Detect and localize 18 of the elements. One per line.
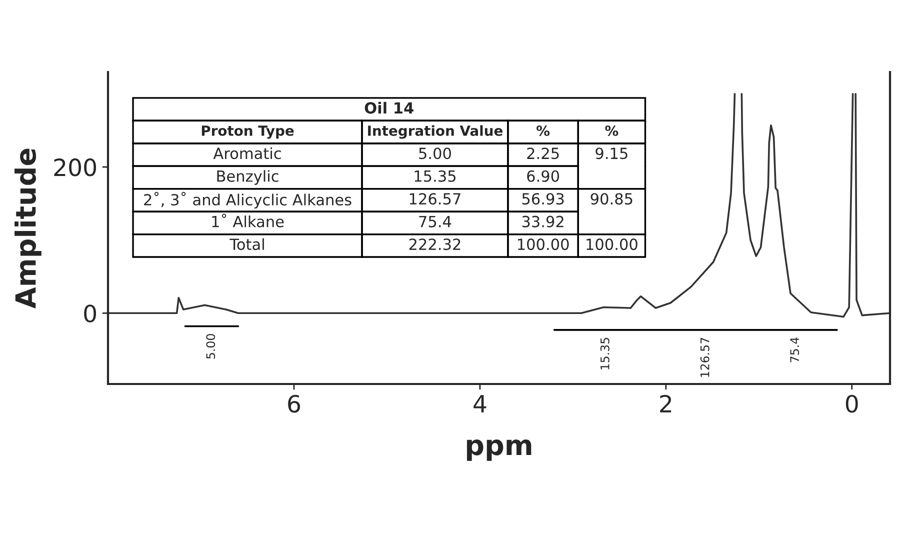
text: Total 222.32 100.00 100.00 (230, 238, 638, 250)
text: 2˚, 3˚ and Alicyclic Alkanes 126.57 56.93 90.85 (144, 192, 632, 208)
text: Proton Type Integration Value % % (202, 125, 618, 139)
y-axis-title: Amplitude (14, 148, 42, 308)
text: 1˚ Alkane 75.4 33.92 (212, 214, 564, 228)
y-tick-label: 200 (54, 158, 96, 176)
x-tick-label: 4 (474, 395, 486, 412)
annotation: 15.35 (600, 338, 610, 370)
annotation: 5.00 (206, 334, 216, 359)
annotation: 75.4 (790, 338, 800, 362)
x-axis-title: ppm (466, 439, 532, 461)
annotation: Oil 14 (364, 102, 414, 114)
x-tick-label: 2 (660, 394, 672, 412)
text: Aromatic 5.00 2.25 9.15 (213, 147, 628, 160)
x-tick-label: 6 (288, 394, 300, 413)
x-tick-label: 0 (846, 394, 858, 413)
text: Benzylic 15.35 6.90 (217, 170, 560, 185)
annotation: 126.57 (700, 338, 710, 377)
